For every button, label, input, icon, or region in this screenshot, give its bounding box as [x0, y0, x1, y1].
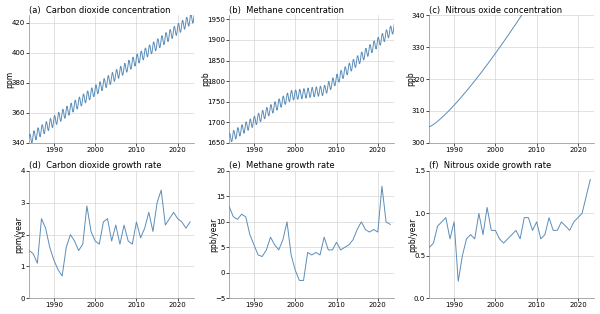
Text: (d)  Carbon dioxide growth rate: (d) Carbon dioxide growth rate: [29, 161, 161, 170]
Y-axis label: ppm: ppm: [5, 70, 14, 88]
Text: (e)  Methane growth rate: (e) Methane growth rate: [229, 161, 335, 170]
Y-axis label: ppb/year: ppb/year: [408, 217, 417, 252]
Text: (f)  Nitrous oxide growth rate: (f) Nitrous oxide growth rate: [430, 161, 551, 170]
Y-axis label: ppm/year: ppm/year: [14, 216, 23, 253]
Text: (b)  Methane concentration: (b) Methane concentration: [229, 6, 344, 14]
Y-axis label: ppb/year: ppb/year: [209, 217, 218, 252]
Y-axis label: ppb: ppb: [201, 72, 210, 86]
Text: (a)  Carbon dioxide concentration: (a) Carbon dioxide concentration: [29, 6, 170, 14]
Text: (c)  Nitrous oxide concentration: (c) Nitrous oxide concentration: [430, 6, 562, 14]
Y-axis label: ppb: ppb: [406, 72, 415, 86]
